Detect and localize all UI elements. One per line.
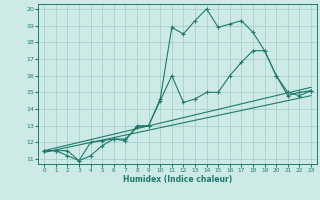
X-axis label: Humidex (Indice chaleur): Humidex (Indice chaleur) xyxy=(123,175,232,184)
